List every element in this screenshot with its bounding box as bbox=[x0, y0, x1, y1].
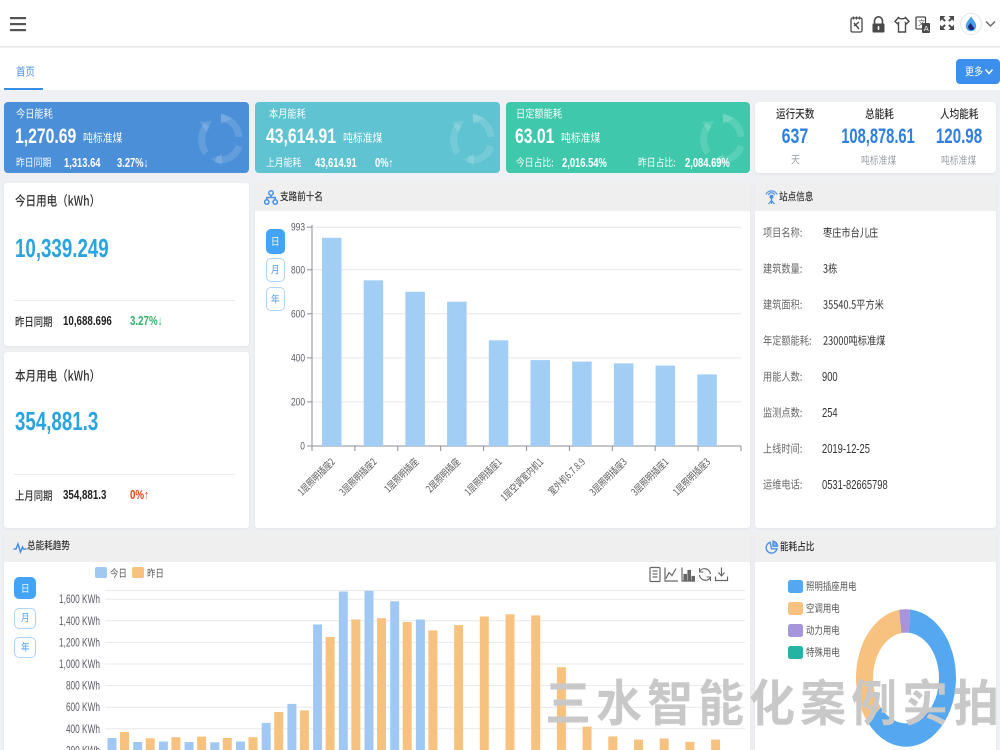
svg-text:A: A bbox=[924, 24, 929, 33]
svg-text:1,400 KWh: 1,400 KWh bbox=[59, 616, 100, 629]
svg-text:800: 800 bbox=[291, 264, 305, 276]
svg-text:993: 993 bbox=[291, 222, 305, 234]
svg-text:1,600 KWh: 1,600 KWh bbox=[59, 594, 100, 607]
svg-text:0: 0 bbox=[300, 441, 305, 453]
svg-text:600 KWh: 600 KWh bbox=[66, 702, 100, 715]
svg-text:200 KWh: 200 KWh bbox=[66, 745, 100, 750]
svg-text:200: 200 bbox=[291, 396, 305, 408]
svg-text:400 KWh: 400 KWh bbox=[66, 724, 100, 737]
svg-text:800 KWh: 800 KWh bbox=[66, 680, 100, 693]
svg-text:文: 文 bbox=[918, 18, 925, 27]
svg-text:600: 600 bbox=[291, 308, 305, 320]
svg-text:1,200 KWh: 1,200 KWh bbox=[59, 637, 100, 650]
svg-text:1,000 KWh: 1,000 KWh bbox=[59, 659, 100, 672]
svg-text:400: 400 bbox=[291, 352, 305, 364]
